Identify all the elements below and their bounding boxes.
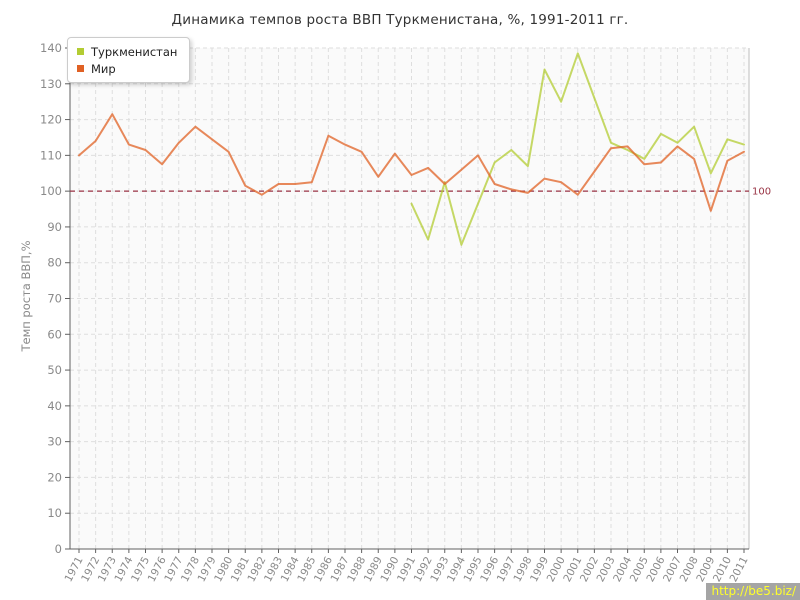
legend-item-turkmenistan: Туркменистан (77, 43, 177, 60)
y-tick-label: 90 (47, 220, 62, 234)
y-tick-label: 110 (40, 148, 62, 162)
guide-label: 100 (752, 187, 771, 198)
y-tick-label: 10 (47, 506, 62, 520)
y-tick-label: 130 (40, 77, 62, 91)
y-tick-label: 40 (47, 399, 62, 413)
legend-item-mir: Мир (77, 60, 177, 77)
chart-title: Динамика темпов роста ВВП Туркменистана,… (171, 12, 629, 28)
y-tick-label: 140 (40, 41, 62, 55)
legend-marker-turkmenistan (77, 48, 84, 55)
y-tick-label: 80 (47, 256, 62, 270)
legend: Туркменистан Мир (67, 37, 191, 83)
y-tick-label: 20 (47, 470, 62, 484)
y-tick-label: 120 (40, 113, 62, 127)
y-tick-label: 100 (40, 184, 62, 198)
series-line-mir (78, 113, 745, 212)
y-tick-label: 50 (47, 363, 62, 377)
y-tick-label: 60 (47, 327, 62, 341)
y-tick-label: 0 (55, 542, 62, 556)
legend-label-mir: Мир (91, 61, 116, 76)
y-tick-label: 30 (47, 435, 62, 449)
watermark-link[interactable]: http://be5.biz/ (706, 583, 800, 600)
series-line-turkmenistan (410, 52, 745, 246)
legend-label-turkmenistan: Туркменистан (91, 44, 178, 59)
legend-marker-mir (77, 65, 84, 72)
y-axis-title: Темп роста ВВП,% (19, 240, 33, 352)
y-tick-label: 70 (47, 292, 62, 306)
